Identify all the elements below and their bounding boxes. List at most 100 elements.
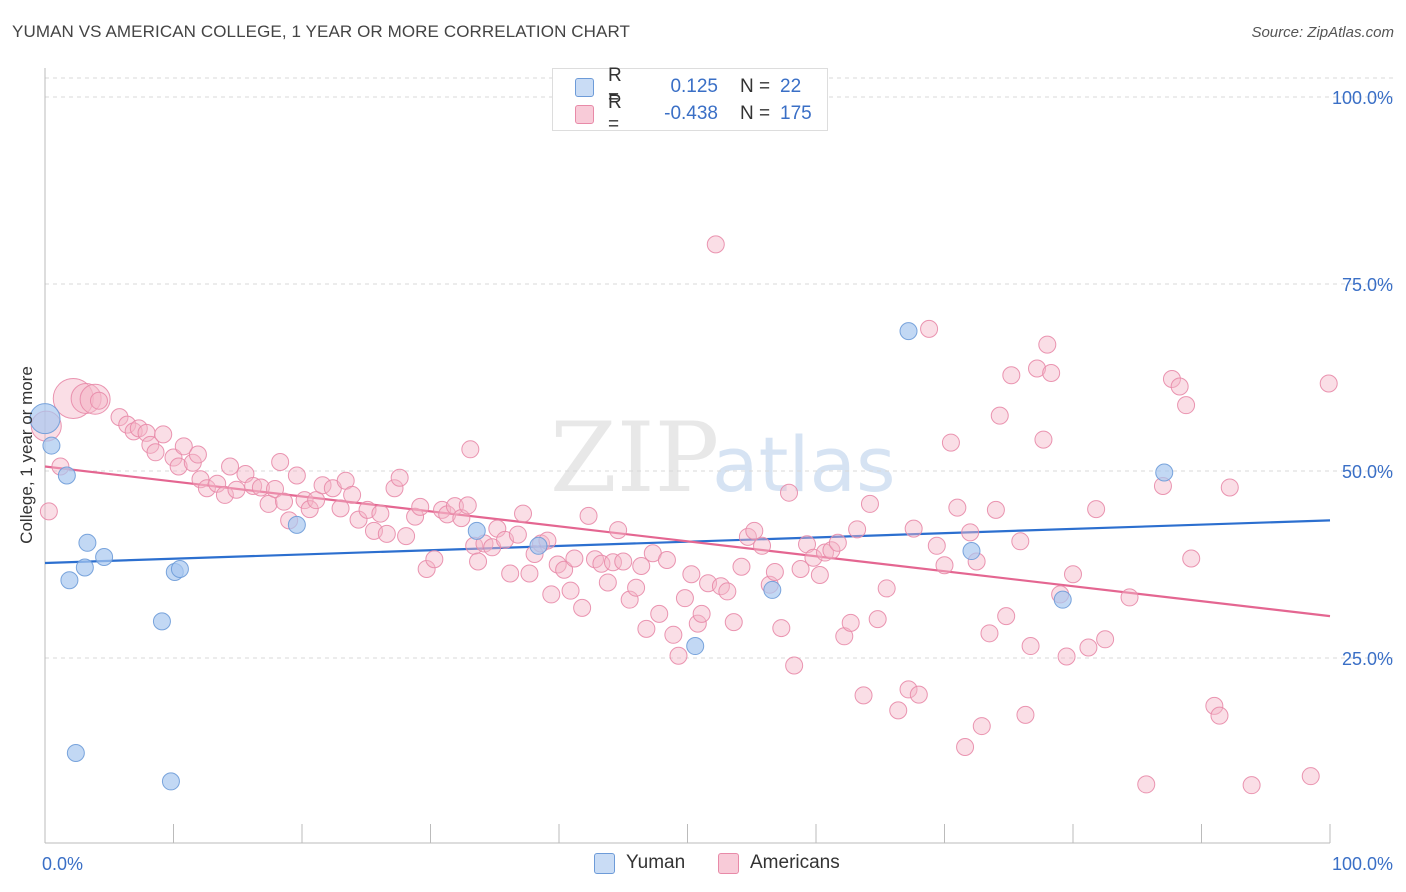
americans-point (899, 680, 918, 699)
americans-point (197, 479, 216, 498)
yuman-point (170, 559, 189, 578)
americans-point (780, 483, 799, 502)
yuman-r-value: 0.125 (670, 76, 718, 97)
americans-point (1011, 532, 1030, 551)
x-tick-label: 0.0% (42, 854, 83, 874)
americans-point (841, 613, 860, 632)
americans-point (927, 536, 946, 555)
americans-point (300, 500, 319, 519)
americans-point (675, 589, 694, 608)
americans-point (377, 524, 396, 543)
americans-point (1301, 767, 1320, 786)
americans-point (1028, 359, 1047, 378)
americans-point (417, 559, 436, 578)
americans-point (904, 519, 923, 538)
americans-point (508, 525, 527, 544)
americans-n-value: 175 (780, 103, 812, 124)
americans-point (164, 448, 183, 467)
americans-point (397, 527, 416, 546)
americans-point (1182, 549, 1201, 568)
yuman-points (29, 322, 1174, 791)
tick-labels: 100.0% 75.0% 50.0% 25.0% 0.0% 100.0% (42, 88, 1393, 874)
n-label: N = (740, 103, 771, 124)
americans-point (620, 590, 639, 609)
yuman-point (1053, 590, 1072, 609)
americans-point (718, 582, 737, 601)
americans-point (791, 559, 810, 578)
americans-point (110, 408, 129, 427)
americans-point (772, 619, 791, 638)
americans-swatch (718, 852, 739, 874)
watermark-zip: ZIP (550, 402, 719, 514)
yuman-point (1155, 463, 1174, 482)
americans-point (70, 382, 102, 414)
americans-point (275, 492, 294, 511)
x-tick-label: 100.0% (1332, 854, 1393, 874)
legend-label-americans: Americans (750, 852, 840, 873)
americans-point (627, 578, 646, 597)
americans-point (688, 614, 707, 633)
americans-point (1057, 647, 1076, 666)
yuman-swatch (575, 77, 594, 97)
americans-point (259, 494, 278, 513)
americans-point (331, 499, 350, 518)
americans-point (732, 557, 751, 576)
americans-point (889, 701, 908, 720)
yuman-point (529, 536, 548, 555)
americans-point (1210, 706, 1229, 725)
y-tick-label: 25.0% (1342, 649, 1393, 669)
americans-point (215, 485, 234, 504)
americans-point (411, 497, 430, 516)
y-axis-title: College, 1 year or more (17, 366, 36, 544)
americans-point (1242, 776, 1261, 795)
americans-point (603, 553, 622, 572)
americans-point (860, 494, 879, 513)
americans-point (920, 319, 939, 338)
americans-point (935, 556, 954, 575)
yuman-point (60, 571, 79, 590)
r-label: R = (608, 65, 622, 108)
americans-point (609, 521, 628, 540)
y-tick-label: 100.0% (1332, 88, 1393, 108)
americans-point (458, 496, 477, 515)
legend-item-yuman[interactable]: Yuman (594, 852, 685, 874)
americans-point (227, 480, 246, 499)
americans-point (1079, 638, 1098, 657)
americans-point (785, 656, 804, 675)
americans-point (313, 476, 332, 495)
americans-point (251, 478, 270, 497)
yuman-point (763, 580, 782, 599)
yuman-point (75, 558, 94, 577)
americans-point (385, 479, 404, 498)
grid-lines (45, 77, 1393, 659)
americans-point (997, 607, 1016, 626)
yuman-point (686, 637, 705, 656)
americans-point (221, 457, 240, 476)
americans-r-value: -0.438 (664, 103, 718, 124)
yuman-point (42, 436, 61, 455)
americans-point (349, 510, 368, 529)
americans-point (244, 476, 263, 495)
americans-point (650, 604, 669, 623)
legend-item-americans[interactable]: Americans (718, 852, 840, 874)
americans-point (745, 521, 764, 540)
americans-point (848, 520, 867, 539)
americans-point (406, 507, 425, 526)
source-attribution: Source: ZipAtlas.com (1251, 24, 1394, 41)
americans-point (555, 560, 574, 579)
legend-label-yuman: Yuman (626, 852, 686, 873)
chart-title: YUMAN VS AMERICAN COLLEGE, 1 YEAR OR MOR… (12, 22, 631, 41)
yuman-point (899, 322, 918, 341)
americans-point (1162, 369, 1181, 388)
americans-point (1087, 500, 1106, 519)
americans-point (692, 604, 711, 623)
series-legend: Yuman Americans (0, 852, 1406, 878)
americans-point (1137, 775, 1156, 794)
yuman-point (467, 521, 486, 540)
yuman-swatch (594, 852, 615, 874)
americans-point (972, 717, 991, 736)
yuman-point (78, 533, 97, 552)
americans-point (188, 445, 207, 464)
zipatlas-watermark: ZIP atlas (550, 402, 896, 514)
